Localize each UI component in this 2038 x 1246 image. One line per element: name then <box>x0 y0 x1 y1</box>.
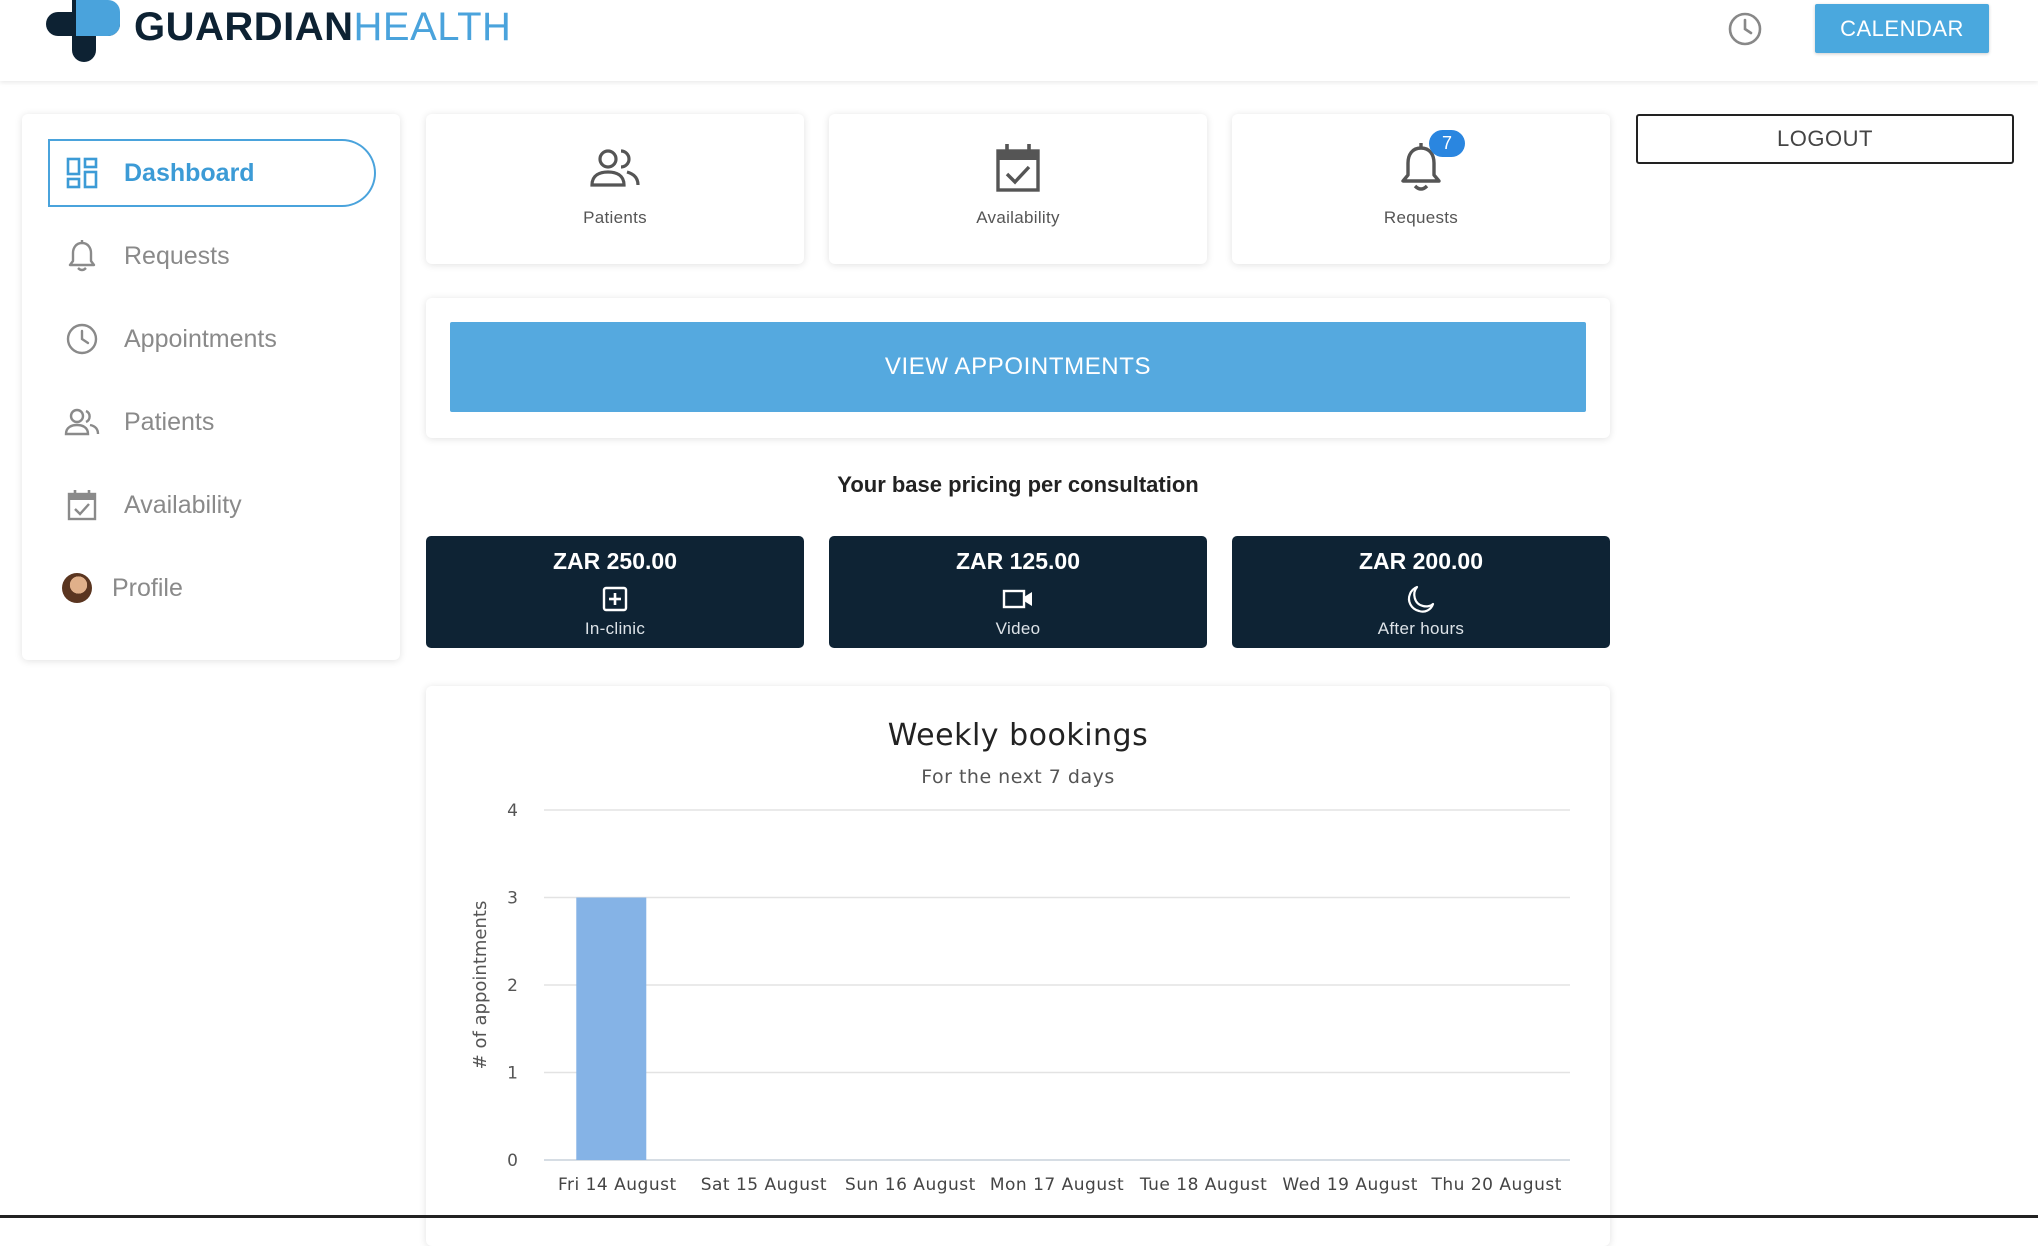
sidebar-item-patients[interactable]: Patients <box>48 388 376 456</box>
price-amount: ZAR 125.00 <box>955 548 1080 574</box>
price-card-in-clinic: ZAR 250.00 In-clinic <box>426 536 804 648</box>
sidebar-item-label: Availability <box>124 490 242 519</box>
sidebar: Dashboard Requests Appointments Patients… <box>22 114 400 660</box>
y-tick-label: 3 <box>507 889 518 909</box>
sidebar-item-label: Requests <box>124 241 230 270</box>
top-bar: GUARDIANHEALTH CALENDAR <box>0 0 2038 81</box>
people-icon <box>62 402 102 442</box>
sidebar-item-requests[interactable]: Requests <box>48 222 376 290</box>
sidebar-item-availability[interactable]: Availability <box>48 471 376 539</box>
requests-count-badge: 7 <box>1429 130 1465 157</box>
calendar-check-icon <box>62 485 102 525</box>
logout-button[interactable]: LOGOUT <box>1636 114 2014 164</box>
chart-subtitle: For the next 7 days <box>921 766 1115 788</box>
bell-icon: 7 <box>1399 130 1465 198</box>
sidebar-item-appointments[interactable]: Appointments <box>48 305 376 373</box>
logo-text-light: HEALTH <box>353 4 512 49</box>
calendar-button[interactable]: CALENDAR <box>1815 4 1989 53</box>
price-label: After hours <box>1377 619 1465 638</box>
pricing-title: Your base pricing per consultation <box>837 472 1199 497</box>
tile-requests[interactable]: 7 Requests <box>1232 114 1610 264</box>
logo[interactable]: GUARDIANHEALTH <box>46 0 511 64</box>
chart-title: Weekly bookings <box>887 718 1149 753</box>
x-tick-label: Mon 17 August <box>990 1175 1124 1195</box>
x-tick-label: Wed 19 August <box>1282 1175 1418 1195</box>
sidebar-item-dashboard[interactable]: Dashboard <box>48 139 376 207</box>
sidebar-item-label: Patients <box>124 407 215 436</box>
dashboard-icon <box>62 153 102 193</box>
tile-label: Availability <box>976 208 1060 227</box>
y-axis-label: # of appointments <box>470 901 491 1070</box>
clock-icon <box>62 319 102 359</box>
price-card-after-hours: ZAR 200.00 After hours <box>1232 536 1610 648</box>
x-tick-label: Fri 14 August <box>558 1175 677 1195</box>
tile-label: Patients <box>583 208 647 227</box>
calendar-check-icon <box>994 138 1042 198</box>
tile-label: Requests <box>1383 208 1459 227</box>
bell-icon <box>62 236 102 276</box>
x-tick-label: Sat 15 August <box>701 1175 827 1195</box>
logo-cross-icon <box>46 0 120 64</box>
price-label: In-clinic <box>584 619 646 638</box>
clock-icon[interactable] <box>1726 10 1764 48</box>
logo-text-bold: GUARDIAN <box>134 4 354 49</box>
price-amount: ZAR 200.00 <box>1358 548 1483 574</box>
sidebar-item-profile[interactable]: Profile <box>48 554 376 622</box>
price-label: Video <box>995 619 1041 638</box>
x-tick-label: Tue 18 August <box>1139 1175 1267 1195</box>
sidebar-item-label: Profile <box>112 573 183 602</box>
video-camera-icon <box>1002 583 1034 615</box>
price-amount: ZAR 250.00 <box>552 548 677 574</box>
sidebar-item-label: Dashboard <box>124 158 255 187</box>
y-tick-label: 4 <box>507 801 518 821</box>
tile-patients[interactable]: Patients <box>426 114 804 264</box>
logo-text: GUARDIANHEALTH <box>134 5 511 50</box>
price-card-video: ZAR 125.00 Video <box>829 536 1207 648</box>
bottom-edge <box>0 1215 2038 1218</box>
people-icon <box>589 138 641 198</box>
tile-availability[interactable]: Availability <box>829 114 1207 264</box>
weekly-bookings-chart-card: Weekly bookings For the next 7 days 0 1 2 3… <box>426 686 1610 1246</box>
view-appointments-button[interactable]: VIEW APPOINTMENTS <box>450 322 1586 412</box>
y-tick-label: 1 <box>507 1064 518 1084</box>
avatar <box>62 573 92 603</box>
moon-icon <box>1406 583 1436 615</box>
x-tick-label: Thu 20 August <box>1431 1175 1562 1195</box>
sidebar-item-label: Appointments <box>124 324 277 353</box>
y-tick-label: 2 <box>507 976 518 996</box>
x-tick-label: Sun 16 August <box>845 1175 976 1195</box>
y-tick-label: 0 <box>507 1151 518 1171</box>
bar <box>576 897 647 1160</box>
view-appointments-card: VIEW APPOINTMENTS <box>426 298 1610 438</box>
medical-plus-icon <box>602 583 628 615</box>
weekly-bookings-chart: 0 1 2 3 4 # of appointments Fri 14 August Sat 1… <box>470 801 1570 1195</box>
